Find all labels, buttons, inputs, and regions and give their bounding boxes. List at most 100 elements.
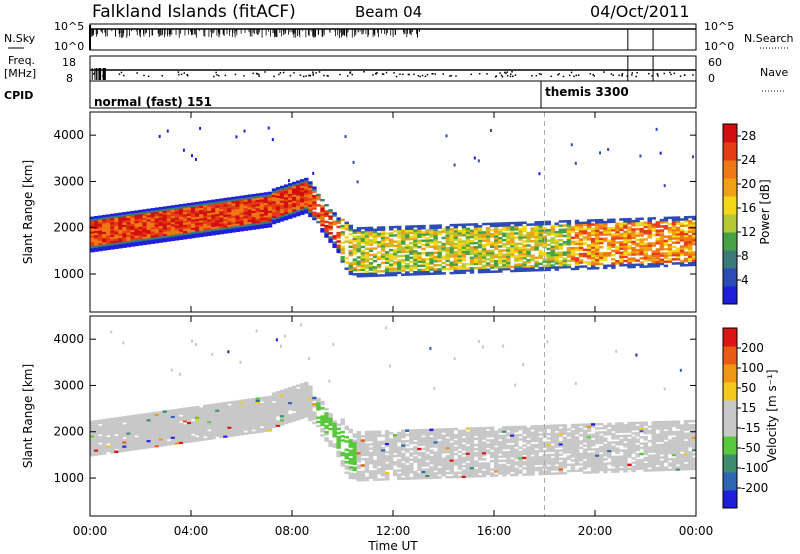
- echo-cell: [647, 223, 652, 227]
- echo-cell: [308, 198, 313, 201]
- echo-cell: [671, 235, 677, 238]
- echo-cell: [465, 452, 471, 455]
- echo-cell: [267, 225, 273, 228]
- echo-cell: [603, 239, 608, 243]
- echo-cell: [215, 201, 220, 204]
- echo-cell: [384, 244, 390, 248]
- echo-cell: [441, 261, 446, 265]
- echo-cell: [215, 209, 220, 212]
- echo-cell: [465, 439, 471, 443]
- echo-cell: [611, 237, 616, 240]
- echo-cell: [623, 232, 628, 236]
- echo-cell: [186, 436, 192, 439]
- echo-cell: [393, 240, 398, 243]
- velocity-heatmap: [90, 316, 697, 516]
- echo-cell: [300, 212, 305, 215]
- echo-cell: [494, 226, 499, 230]
- echo-cell: [166, 424, 172, 427]
- echo-cell: [126, 244, 131, 248]
- echo-cell: [425, 470, 430, 473]
- echo-cell: [534, 429, 539, 432]
- echo-cell: [603, 231, 608, 234]
- echo-cell: [360, 449, 366, 453]
- echo-cell: [388, 255, 394, 258]
- echo-cell: [263, 425, 269, 428]
- echo-cell: [207, 223, 212, 226]
- echo-cell: [203, 234, 208, 237]
- echo-cell: [300, 385, 305, 388]
- echo-cell: [203, 421, 208, 424]
- echo-cell: [574, 246, 580, 250]
- power-heatmap: [90, 112, 697, 312]
- echo-cell: [485, 237, 491, 240]
- echo-cell: [267, 200, 273, 203]
- echo-cell: [174, 423, 180, 426]
- echo-cell: [207, 216, 212, 220]
- echo-cell: [150, 210, 156, 213]
- echo-cell: [90, 243, 95, 247]
- echo-cell: [118, 418, 123, 422]
- echo-cell: [469, 229, 475, 232]
- echo-cell: [223, 428, 228, 432]
- echo-cell: [397, 433, 402, 437]
- echo-cell: [122, 341, 125, 345]
- echo-cell: [530, 427, 535, 430]
- echo-cell: [283, 392, 289, 396]
- echo-cell: [473, 233, 479, 237]
- echo-cell: [514, 448, 519, 452]
- echo-cell: [146, 445, 151, 449]
- echo-cell: [481, 252, 487, 255]
- echo-cell: [191, 210, 196, 214]
- echo-cell: [405, 250, 410, 253]
- echo-cell: [98, 217, 103, 221]
- echo-cell: [586, 246, 592, 249]
- echo-cell: [150, 241, 156, 244]
- echo-cell: [590, 244, 596, 247]
- echo-cell: [417, 443, 422, 447]
- echo-cell: [98, 431, 103, 435]
- echo-cell: [138, 428, 143, 431]
- echo-cell: [538, 223, 543, 226]
- echo-cell: [292, 210, 297, 214]
- echo-cell: [494, 468, 499, 471]
- echo-cell: [271, 425, 277, 429]
- echo-cell: [465, 235, 471, 239]
- echo-cell: [421, 464, 426, 467]
- echo-cell: [186, 230, 192, 233]
- echo-cell: [409, 229, 414, 232]
- echo-cell: [603, 258, 608, 261]
- echo-cell: [421, 468, 426, 471]
- echo-cell: [110, 451, 115, 454]
- echo-cell: [251, 225, 257, 228]
- echo-cell: [154, 213, 160, 217]
- echo-cell: [449, 265, 454, 269]
- echo-cell: [498, 253, 503, 257]
- echo-cell: [376, 234, 382, 238]
- echo-cell: [397, 242, 402, 245]
- echo-cell: [376, 442, 382, 446]
- echo-cell: [182, 420, 188, 423]
- echo-cell: [279, 396, 285, 399]
- echo-cell: [659, 218, 665, 222]
- echo-cell: [671, 216, 677, 219]
- echo-cell: [312, 411, 317, 414]
- echo-cell: [134, 439, 139, 442]
- echo-cell: [182, 226, 188, 229]
- echo-cell: [247, 196, 252, 200]
- echo-cell: [279, 412, 285, 416]
- echo-cell: [401, 229, 406, 233]
- echo-cell: [401, 439, 406, 443]
- echo-cell: [433, 224, 438, 227]
- echo-cell: [372, 232, 378, 236]
- echo-cell: [368, 451, 374, 454]
- echo-cell: [441, 440, 446, 444]
- echo-cell: [191, 412, 196, 416]
- echo-cell: [514, 383, 517, 387]
- echo-cell: [296, 190, 301, 194]
- echo-cell: [671, 226, 677, 230]
- echo-cell: [186, 215, 192, 218]
- echo-cell: [405, 237, 410, 241]
- echo-cell: [473, 225, 479, 228]
- echo-cell: [502, 453, 507, 456]
- echo-cell: [203, 229, 208, 233]
